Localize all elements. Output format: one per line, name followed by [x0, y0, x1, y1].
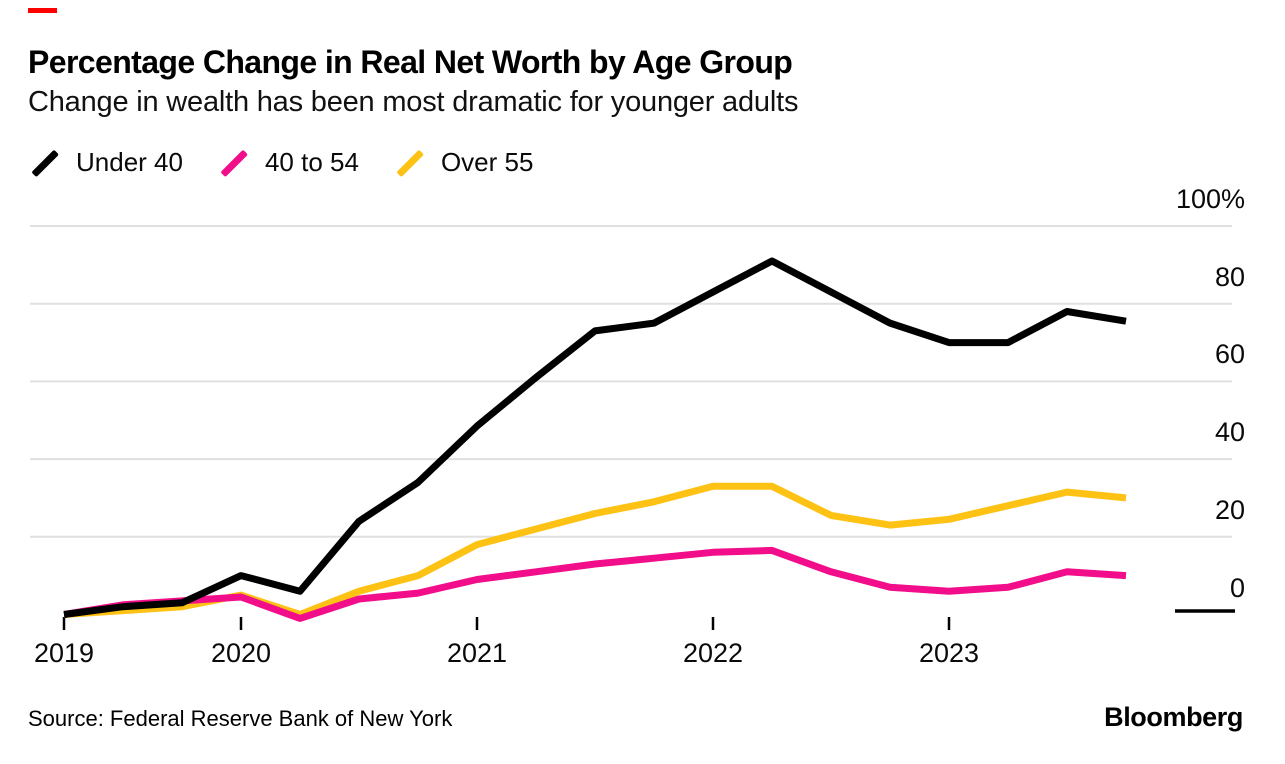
x-axis-label: 2023	[918, 638, 980, 668]
legend-item-40-to-54: 40 to 54	[217, 147, 359, 178]
x-axis-label: 2021	[446, 638, 508, 668]
x-axis-label: 2020	[210, 638, 272, 668]
y-axis-label: 20	[1214, 494, 1245, 525]
bloomberg-logo: Bloomberg	[1104, 702, 1243, 732]
source-note: Source: Federal Reserve Bank of New York	[28, 706, 453, 731]
x-axis-label: 2019	[33, 638, 95, 668]
chart-title: Percentage Change in Real Net Worth by A…	[28, 44, 793, 80]
series-line-under-40	[63, 257, 1127, 618]
y-axis-label: 60	[1214, 339, 1245, 370]
chart-subtitle: Change in wealth has been most dramatic …	[28, 86, 799, 118]
legend-label: 40 to 54	[264, 147, 359, 177]
red-accent-mark	[28, 8, 57, 13]
legend-label: Under 40	[76, 147, 183, 177]
legend: Under 40 40 to 54 Over 55	[28, 147, 533, 178]
legend-item-over-55: Over 55	[393, 147, 534, 178]
series-line-40-to-54	[63, 546, 1127, 622]
legend-label: Over 55	[440, 147, 534, 177]
y-axis-label: 40	[1214, 417, 1245, 448]
legend-item-under-40: Under 40	[28, 147, 183, 178]
y-axis-label: 100%	[1175, 184, 1245, 214]
x-axis-label: 2022	[682, 638, 744, 668]
y-axis-label: 80	[1214, 261, 1245, 292]
y-axis-label: 0	[1229, 572, 1245, 603]
